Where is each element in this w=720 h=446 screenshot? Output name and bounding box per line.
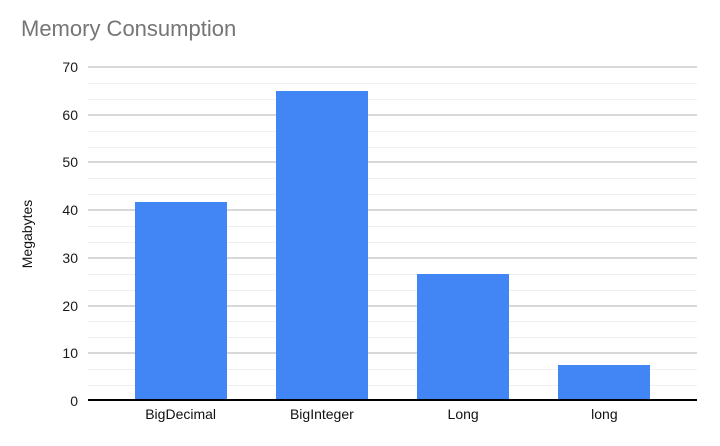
- x-axis-label: BigDecimal: [145, 406, 217, 422]
- y-tick-label: 70: [62, 59, 78, 75]
- x-axis-label: Long: [447, 406, 479, 422]
- minor-gridline: [88, 146, 697, 148]
- minor-gridline: [88, 289, 697, 291]
- y-tick-label: 40: [62, 202, 78, 219]
- bar: [417, 274, 510, 401]
- x-axis-line: [88, 399, 697, 401]
- minor-gridline: [88, 369, 697, 371]
- major-gridline: [88, 209, 697, 212]
- x-axis-label: long: [591, 406, 618, 422]
- y-tick-label: 20: [62, 297, 78, 314]
- major-gridline: [88, 66, 697, 68]
- major-gridline: [88, 352, 697, 355]
- y-tick-label: 60: [62, 106, 78, 123]
- bar: [134, 201, 227, 401]
- minor-gridline: [88, 337, 697, 339]
- minor-gridline: [88, 321, 697, 323]
- gridlines-layer: [88, 66, 697, 401]
- minor-gridline: [88, 98, 697, 100]
- x-axis-labels: BigDecimal BigInteger Long long: [88, 406, 697, 422]
- major-gridline: [88, 113, 697, 116]
- y-axis-tick-labels: 0 10 20 30 40 50 60 70: [0, 60, 80, 408]
- minor-gridline: [88, 178, 697, 180]
- y-tick-label: 0: [70, 393, 78, 409]
- minor-gridline: [88, 130, 697, 132]
- minor-gridline: [88, 241, 697, 243]
- bar-slot: [393, 67, 534, 401]
- bar-slot: [251, 67, 392, 401]
- bar-slot: [110, 67, 251, 401]
- minor-gridline: [88, 82, 697, 84]
- y-tick-label: 50: [62, 154, 78, 171]
- chart-title: Memory Consumption: [21, 16, 237, 41]
- bar-slot: [534, 67, 675, 401]
- x-axis-label: BigInteger: [289, 406, 354, 422]
- major-gridline: [88, 161, 697, 164]
- bar: [558, 365, 651, 401]
- bar: [275, 90, 368, 401]
- minor-gridline: [88, 194, 697, 196]
- bars-layer: [88, 67, 697, 401]
- plot-area: [88, 66, 697, 401]
- major-gridline: [88, 304, 697, 307]
- y-tick-label: 30: [62, 249, 78, 266]
- minor-gridline: [88, 385, 697, 387]
- major-gridline: [88, 256, 697, 259]
- y-tick-label: 10: [62, 345, 78, 362]
- minor-gridline: [88, 226, 697, 228]
- minor-gridline: [88, 273, 697, 275]
